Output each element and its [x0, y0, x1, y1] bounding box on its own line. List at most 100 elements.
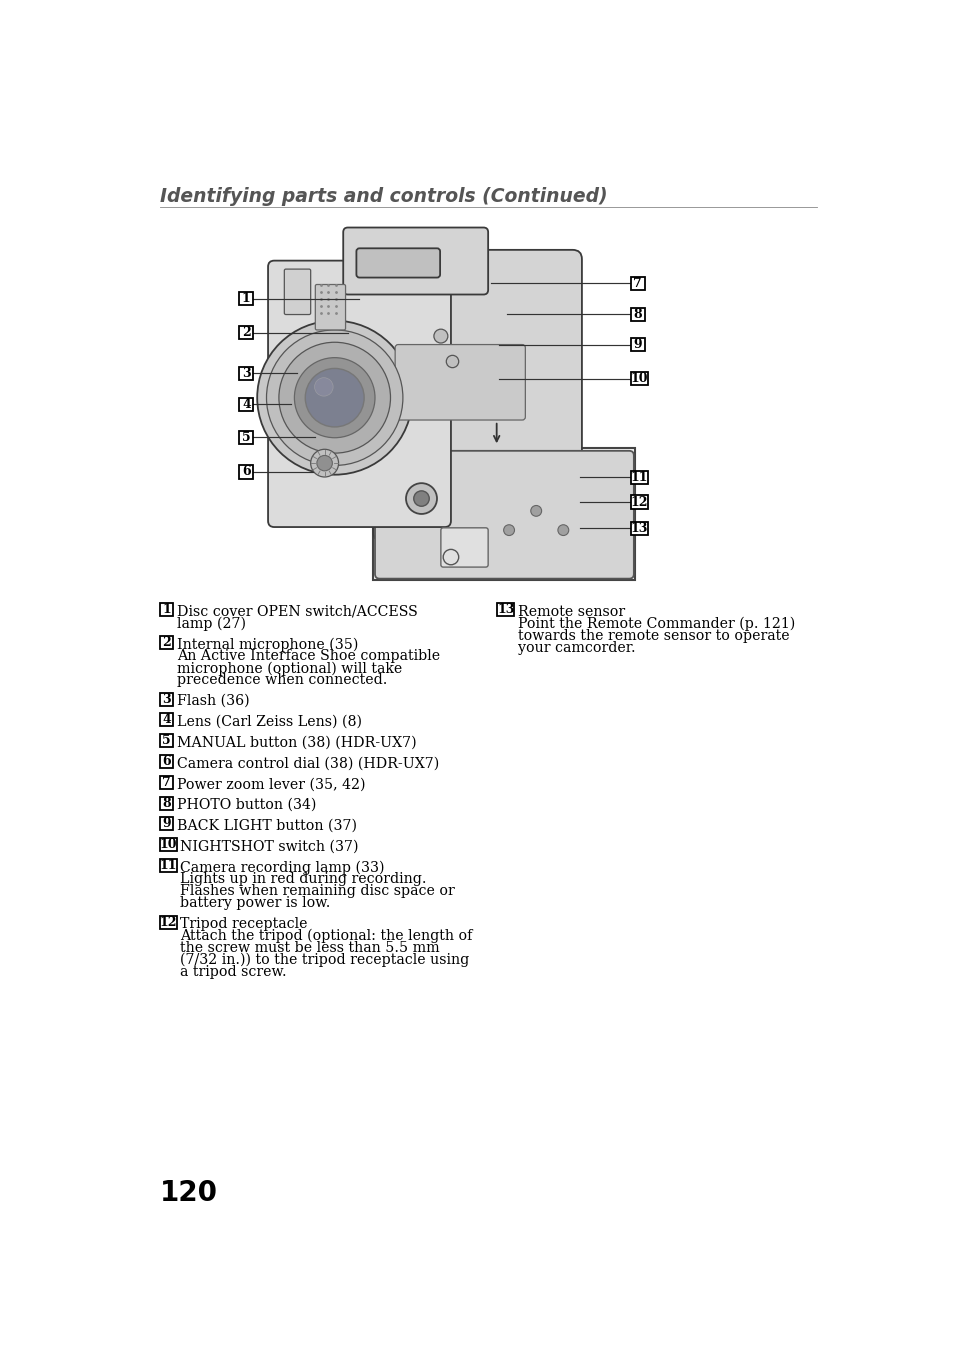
- Circle shape: [414, 491, 429, 506]
- FancyBboxPatch shape: [373, 250, 581, 541]
- Text: Flashes when remaining disc space or: Flashes when remaining disc space or: [180, 885, 455, 898]
- Text: battery power is low.: battery power is low.: [180, 896, 331, 911]
- Bar: [159, 604, 173, 616]
- Text: 8: 8: [633, 308, 641, 320]
- Bar: [239, 326, 253, 339]
- Bar: [159, 692, 173, 706]
- Text: towards the remote sensor to operate: towards the remote sensor to operate: [517, 628, 789, 643]
- Circle shape: [434, 330, 447, 343]
- Circle shape: [257, 320, 412, 475]
- FancyBboxPatch shape: [343, 228, 488, 294]
- Text: your camcorder.: your camcorder.: [517, 641, 636, 654]
- Bar: [630, 471, 647, 484]
- FancyBboxPatch shape: [440, 528, 488, 567]
- Circle shape: [503, 525, 514, 536]
- Text: Flash (36): Flash (36): [177, 695, 250, 708]
- Circle shape: [311, 449, 338, 478]
- Text: 6: 6: [242, 465, 251, 479]
- Bar: [630, 521, 647, 535]
- Bar: [159, 916, 176, 928]
- Text: the screw must be less than 5.5 mm: the screw must be less than 5.5 mm: [180, 940, 439, 955]
- Bar: [497, 604, 514, 616]
- Text: 12: 12: [630, 495, 647, 509]
- FancyBboxPatch shape: [375, 451, 633, 578]
- Text: Attach the tripod (optional: the length of: Attach the tripod (optional: the length …: [180, 930, 473, 943]
- Bar: [630, 308, 644, 320]
- Bar: [239, 398, 253, 411]
- Text: 4: 4: [162, 714, 171, 726]
- Text: 2: 2: [162, 636, 171, 649]
- Text: 2: 2: [242, 326, 251, 339]
- Text: Remote sensor: Remote sensor: [517, 605, 625, 619]
- Text: 11: 11: [630, 471, 647, 484]
- Circle shape: [446, 356, 458, 368]
- Text: 3: 3: [162, 692, 171, 706]
- Bar: [159, 734, 173, 748]
- Text: Tripod receptacle: Tripod receptacle: [180, 917, 308, 931]
- Text: 4: 4: [242, 398, 251, 411]
- Bar: [159, 636, 173, 649]
- Text: 7: 7: [633, 277, 641, 290]
- Text: Lens (Carl Zeiss Lens) (8): Lens (Carl Zeiss Lens) (8): [177, 715, 362, 729]
- Bar: [239, 430, 253, 444]
- Circle shape: [316, 456, 332, 471]
- Text: 10: 10: [159, 839, 176, 851]
- Text: (7/32 in.)) to the tripod receptacle using: (7/32 in.)) to the tripod receptacle usi…: [180, 953, 469, 968]
- Text: 1: 1: [242, 292, 251, 305]
- Text: 9: 9: [633, 338, 641, 351]
- FancyBboxPatch shape: [395, 345, 525, 421]
- Bar: [159, 797, 173, 810]
- Text: Lights up in red during recording.: Lights up in red during recording.: [180, 873, 427, 886]
- Bar: [159, 839, 176, 851]
- Circle shape: [305, 369, 364, 427]
- Text: 6: 6: [162, 754, 171, 768]
- Bar: [630, 495, 647, 509]
- Text: Point the Remote Commander (p. 121): Point the Remote Commander (p. 121): [517, 616, 795, 631]
- Bar: [630, 277, 644, 290]
- Text: BACK LIGHT button (37): BACK LIGHT button (37): [177, 818, 357, 833]
- Circle shape: [314, 377, 333, 396]
- Text: 1: 1: [162, 604, 171, 616]
- FancyBboxPatch shape: [328, 274, 414, 509]
- Bar: [239, 292, 253, 305]
- Bar: [630, 372, 647, 385]
- Bar: [630, 338, 644, 351]
- Bar: [159, 776, 173, 788]
- Circle shape: [278, 342, 390, 453]
- Text: 8: 8: [162, 797, 171, 810]
- Text: 5: 5: [242, 430, 251, 444]
- Text: precedence when connected.: precedence when connected.: [177, 673, 387, 688]
- Text: 13: 13: [497, 604, 514, 616]
- Circle shape: [530, 506, 541, 516]
- FancyBboxPatch shape: [284, 269, 311, 315]
- Text: Internal microphone (35): Internal microphone (35): [177, 638, 358, 651]
- Text: PHOTO button (34): PHOTO button (34): [177, 798, 316, 811]
- Text: 12: 12: [159, 916, 176, 928]
- Text: lamp (27): lamp (27): [177, 616, 246, 631]
- Circle shape: [294, 358, 375, 438]
- Bar: [373, 448, 635, 581]
- FancyBboxPatch shape: [315, 285, 345, 330]
- Bar: [239, 465, 253, 479]
- Text: microphone (optional) will take: microphone (optional) will take: [177, 661, 402, 676]
- Circle shape: [406, 483, 436, 514]
- Bar: [159, 714, 173, 726]
- Text: 13: 13: [630, 521, 647, 535]
- Text: Camera recording lamp (33): Camera recording lamp (33): [180, 860, 385, 875]
- Bar: [159, 754, 173, 768]
- Bar: [239, 366, 253, 380]
- Circle shape: [558, 525, 568, 536]
- Bar: [159, 817, 173, 830]
- FancyBboxPatch shape: [356, 248, 439, 278]
- Text: Camera control dial (38) (HDR-UX7): Camera control dial (38) (HDR-UX7): [177, 756, 439, 771]
- Text: 11: 11: [159, 859, 176, 873]
- Circle shape: [266, 330, 402, 465]
- Text: NIGHTSHOT switch (37): NIGHTSHOT switch (37): [180, 840, 358, 854]
- Text: Identifying parts and controls (Continued): Identifying parts and controls (Continue…: [159, 187, 606, 206]
- Text: 5: 5: [162, 734, 171, 748]
- Text: An Active Interface Shoe compatible: An Active Interface Shoe compatible: [177, 650, 440, 664]
- Text: 7: 7: [162, 776, 171, 788]
- Text: a tripod screw.: a tripod screw.: [180, 965, 287, 978]
- Bar: [159, 859, 176, 873]
- FancyBboxPatch shape: [268, 261, 451, 527]
